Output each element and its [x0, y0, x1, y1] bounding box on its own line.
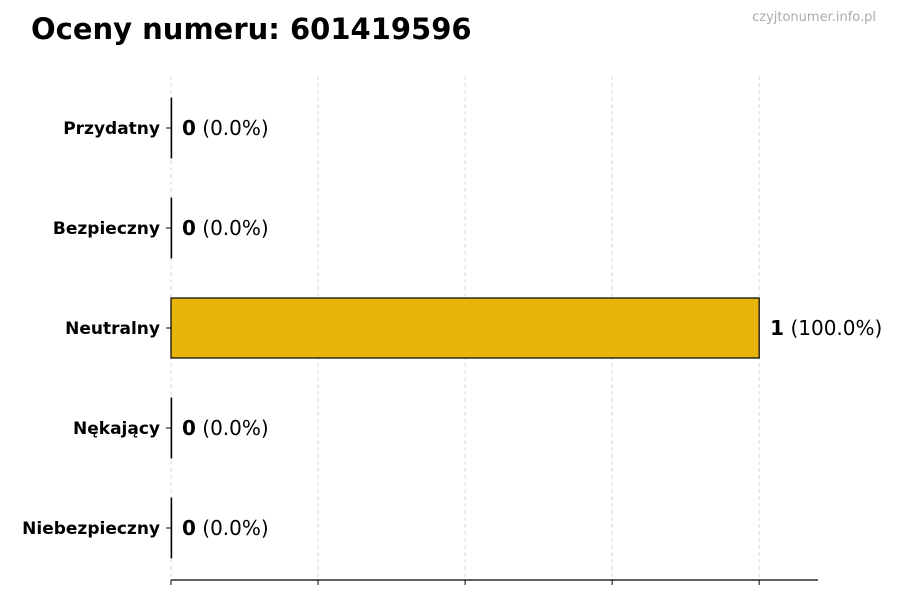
data-label-percent: (100.0%) [784, 316, 882, 340]
data-label-value: 0 [182, 216, 196, 240]
chart-title: Oceny numeru: 601419596 [31, 12, 472, 46]
y-tick-label: Niebezpieczny [22, 519, 160, 539]
data-label-percent: (0.0%) [196, 416, 269, 440]
data-label-value: 0 [182, 416, 196, 440]
data-label-value: 0 [182, 116, 196, 140]
data-label: 0 (0.0%) [182, 216, 269, 240]
bar [170, 497, 173, 559]
data-label-percent: (0.0%) [196, 116, 269, 140]
data-label: 0 (0.0%) [182, 116, 269, 140]
watermark: czyjtonumer.info.pl [752, 10, 876, 25]
data-label-value: 0 [182, 516, 196, 540]
y-tick-label: Bezpieczny [53, 219, 160, 239]
data-label-percent: (0.0%) [196, 216, 269, 240]
data-label: 1 (100.0%) [770, 316, 882, 340]
data-label: 0 (0.0%) [182, 416, 269, 440]
y-tick-label: Przydatny [63, 119, 160, 139]
bar [170, 297, 760, 359]
y-tick-label: Neutralny [65, 319, 160, 339]
bar [170, 97, 173, 159]
bar [170, 397, 173, 459]
data-label-value: 1 [770, 316, 784, 340]
data-label: 0 (0.0%) [182, 516, 269, 540]
data-label-percent: (0.0%) [196, 516, 269, 540]
y-tick-label: Nękający [73, 419, 160, 439]
bar [170, 197, 173, 259]
